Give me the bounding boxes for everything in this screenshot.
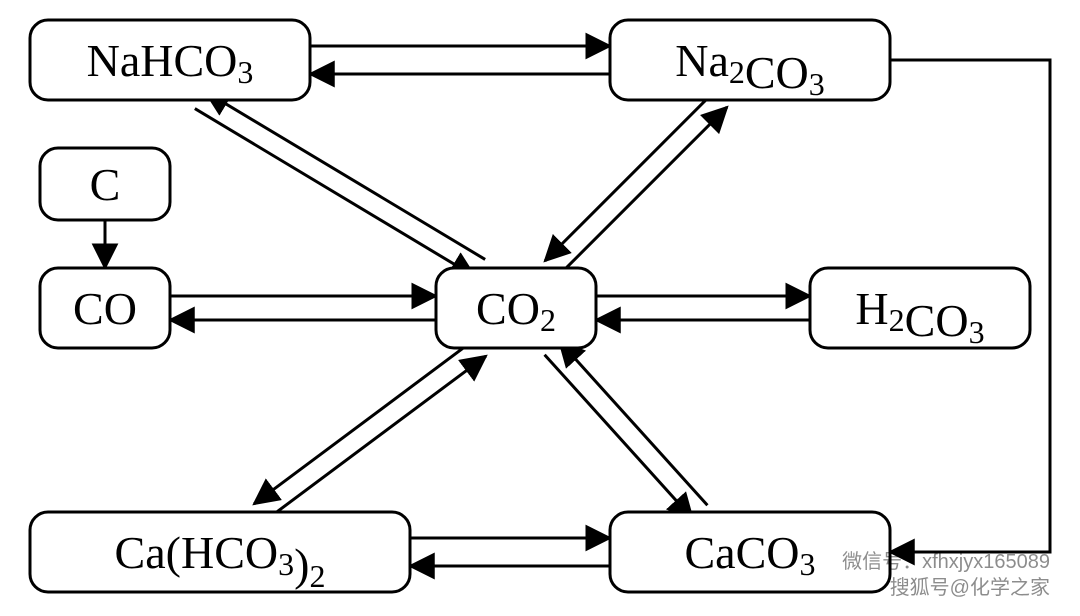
node-co: CO xyxy=(40,268,170,348)
node-caco3: CaCO3 xyxy=(610,512,890,592)
svg-text:NaHCO3: NaHCO3 xyxy=(87,35,254,91)
node-co2: CO2 xyxy=(436,268,596,348)
svg-text:CaCO3: CaCO3 xyxy=(684,527,815,583)
node-cahco32: Ca(HCO3)2 xyxy=(30,512,410,594)
node-na2co3: Na2CO3 xyxy=(610,20,890,102)
svg-text:CO: CO xyxy=(73,283,137,334)
node-c: C xyxy=(40,148,170,220)
svg-text:C: C xyxy=(90,159,121,210)
chemistry-flowchart: NaHCO3 Na2CO3 C CO CO2 H2CO3 Ca(HCO3)2 CaCO3 xyxy=(0,0,1080,616)
node-h2co3: H2CO3 xyxy=(810,268,1030,350)
node-nahco3: NaHCO3 xyxy=(30,20,310,100)
